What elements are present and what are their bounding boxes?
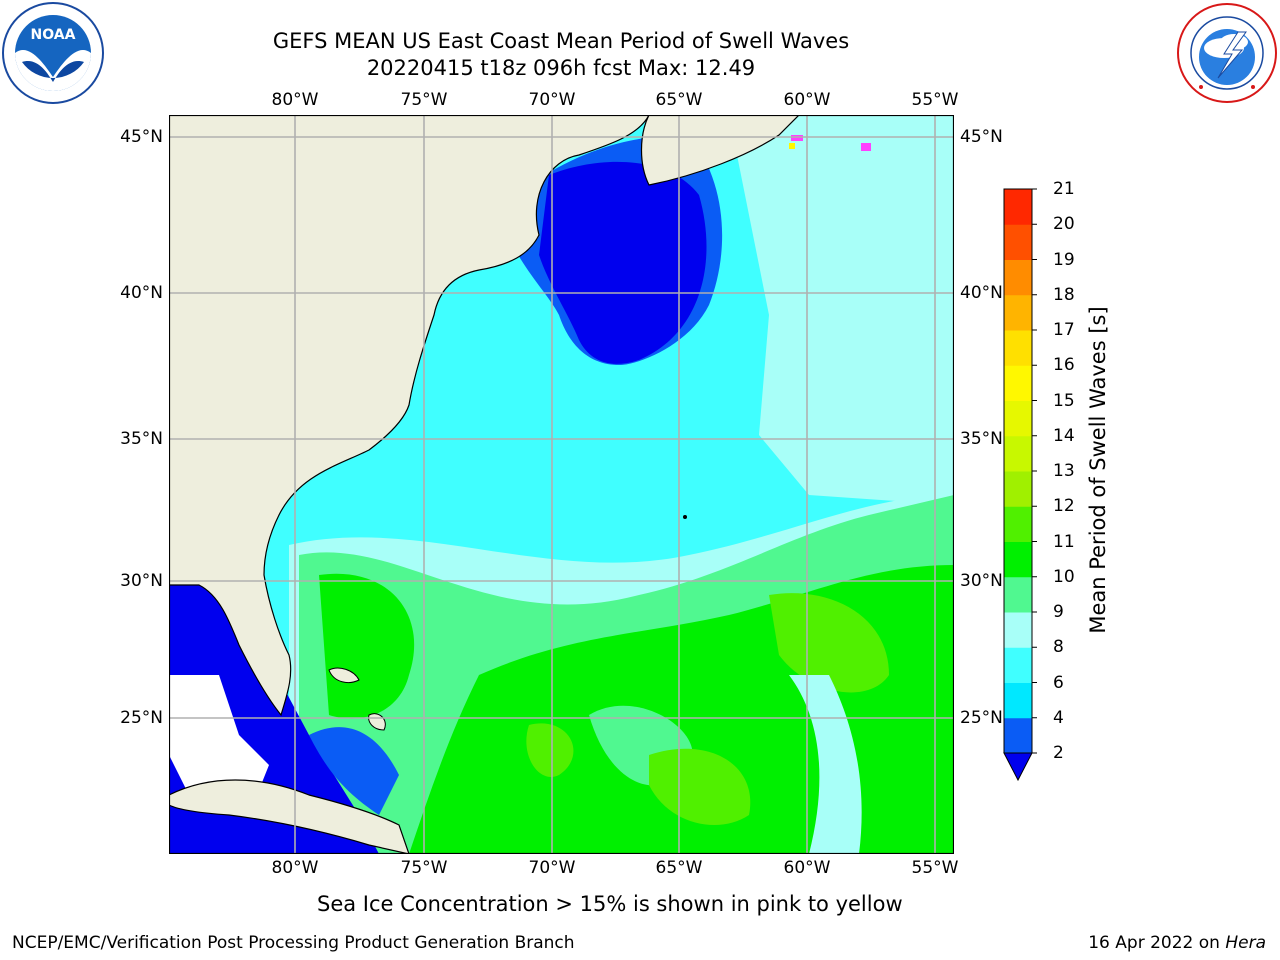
period-zone-11-12-east xyxy=(769,593,889,693)
period-zone-11-12-small xyxy=(526,723,574,777)
lon-label-bottom-70w: 70°W xyxy=(528,858,576,878)
lon-label-bottom-65w: 65°W xyxy=(655,858,703,878)
colorbar-cell xyxy=(1004,259,1032,296)
lat-label-right-35n: 35°N xyxy=(960,429,1003,449)
colorbar-tick-label: 4 xyxy=(1053,707,1064,728)
colorbar-tick-label: 12 xyxy=(1053,496,1075,517)
colorbar-tick-label: 13 xyxy=(1053,461,1075,481)
lon-label-top-75w: 75°W xyxy=(400,90,448,110)
colorbar-cell xyxy=(1004,435,1032,472)
period-zone-11-12-south xyxy=(649,748,751,825)
sea-ice-note: Sea Ice Concentration > 15% is shown in … xyxy=(317,892,903,916)
colorbar-tick-label: 20 xyxy=(1053,214,1075,235)
colorbar-cell xyxy=(1004,224,1032,260)
colorbar-tick-label: 17 xyxy=(1053,320,1075,340)
lon-label-bottom-75w: 75°W xyxy=(400,858,448,878)
colorbar-tick-label: 18 xyxy=(1053,284,1075,305)
land-cuba xyxy=(169,779,410,854)
machine-name: Hera xyxy=(1225,933,1266,953)
credit-line: NCEP/EMC/Verification Post Processing Pr… xyxy=(12,933,575,953)
period-zone-2-4-bahamas xyxy=(309,727,399,815)
lat-label-left-35n: 35°N xyxy=(120,429,163,449)
nws-logo xyxy=(1177,3,1277,103)
colorbar-cell xyxy=(1004,576,1032,613)
sea-ice-speck-1 xyxy=(791,135,803,141)
colorbar-cell xyxy=(1004,365,1032,401)
period-zone-8-9-trough xyxy=(789,675,862,854)
colorbar-tick-label: 19 xyxy=(1053,249,1075,270)
colorbar-under-arrow xyxy=(1003,752,1033,782)
date-stamp: 16 Apr 2022 on Hera xyxy=(1088,933,1266,953)
colorbar-tick-label: 15 xyxy=(1053,390,1075,411)
lon-label-bottom-55w: 55°W xyxy=(911,858,959,878)
noaa-logo: NOAA xyxy=(2,2,104,104)
lat-label-right-45n: 45°N xyxy=(960,127,1003,147)
colorbar xyxy=(1003,188,1037,782)
swell-period-map xyxy=(169,115,954,854)
land-north-america xyxy=(169,115,650,717)
noaa-logo-text: NOAA xyxy=(31,27,76,43)
lon-label-top-70w: 70°W xyxy=(528,90,576,110)
colorbar-cell xyxy=(1004,294,1032,331)
colorbar-cell xyxy=(1004,189,1032,225)
land-maritimes xyxy=(640,115,800,186)
sea-ice-speck-3 xyxy=(789,143,795,149)
colorbar-cell xyxy=(1004,717,1032,754)
lon-label-bottom-60w: 60°W xyxy=(783,858,831,878)
colorbar-tick-label: 6 xyxy=(1053,672,1064,693)
lat-label-left-25n: 25°N xyxy=(120,708,163,728)
colorbar-cell xyxy=(1004,647,1032,683)
lat-label-left-40n: 40°N xyxy=(120,283,163,303)
map-title-line-2: 20220415 t18z 096h fcst Max: 12.49 xyxy=(366,56,756,80)
colorbar-cell xyxy=(1004,471,1032,507)
land-bermuda xyxy=(683,515,687,519)
colorbar-cell xyxy=(1004,541,1032,578)
lon-label-bottom-80w: 80°W xyxy=(271,858,319,878)
colorbar-cell xyxy=(1004,682,1032,719)
colorbar-tick-label: 16 xyxy=(1053,355,1075,376)
lon-label-top-60w: 60°W xyxy=(783,90,831,110)
lat-label-left-30n: 30°N xyxy=(120,571,163,591)
period-zone-8-9-east xyxy=(729,115,954,505)
colorbar-cell xyxy=(1004,612,1032,648)
colorbar-cell xyxy=(1004,506,1032,542)
date-text: 16 Apr 2022 on xyxy=(1088,933,1226,953)
colorbar-tick-label: 9 xyxy=(1053,602,1064,622)
colorbar-label: Mean Period of Swell Waves [s] xyxy=(1086,306,1110,634)
colorbar-tick-label: 8 xyxy=(1053,637,1064,658)
colorbar-tick-label: 10 xyxy=(1053,566,1075,587)
land-bahamas-1 xyxy=(328,667,360,683)
graticule xyxy=(169,115,954,854)
lat-label-right-40n: 40°N xyxy=(960,283,1003,303)
lon-label-top-80w: 80°W xyxy=(271,90,319,110)
map-title-line-1: GEFS MEAN US East Coast Mean Period of S… xyxy=(272,29,850,53)
colorbar-cell xyxy=(1004,330,1032,366)
sea-ice-speck-2 xyxy=(861,143,871,151)
colorbar-cells xyxy=(1004,189,1032,754)
lat-label-right-25n: 25°N xyxy=(960,708,1003,728)
colorbar-tick-label: 21 xyxy=(1053,179,1075,199)
lat-label-right-30n: 30°N xyxy=(960,571,1003,591)
colorbar-cell xyxy=(1004,400,1032,437)
lon-label-top-65w: 65°W xyxy=(655,90,703,110)
period-zone-under-2 xyxy=(539,161,707,364)
colorbar-tick-label: 2 xyxy=(1053,743,1064,763)
colorbar-tick-label: 11 xyxy=(1053,531,1075,552)
colorbar-tick-label: 14 xyxy=(1053,425,1075,446)
map-frame xyxy=(169,115,954,854)
lat-label-left-45n: 45°N xyxy=(120,127,163,147)
lon-label-top-55w: 55°W xyxy=(911,90,959,110)
